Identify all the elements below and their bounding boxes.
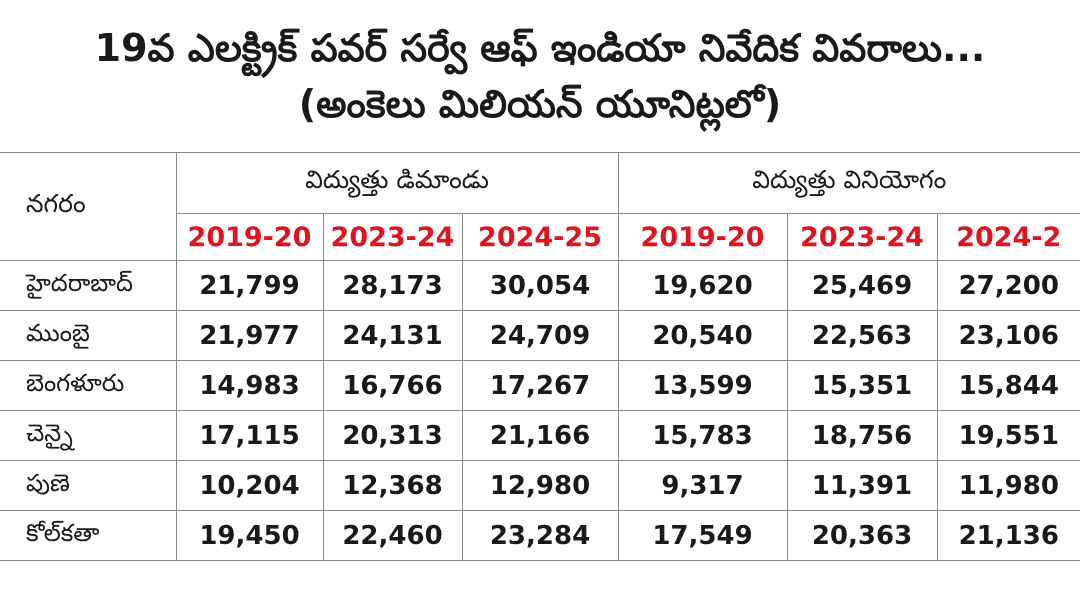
value-cell: 11,980: [936, 460, 1080, 511]
group-header-demand: విద్యుత్తు డిమాండు: [175, 152, 619, 214]
city-cell: బెంగళూరు: [0, 360, 177, 411]
year-header: 2019-20: [176, 213, 324, 261]
value-cell: 21,799: [175, 260, 324, 311]
city-cell: చెన్నై: [0, 410, 177, 461]
chart-title: 19వ ఎలక్ట్రిక్ పవర్ సర్వే ఆఫ్ ఇండియా నివ…: [94, 26, 986, 70]
city-cell: ముంబై: [0, 310, 177, 361]
row-header-city: నగరం: [0, 152, 177, 261]
year-header: 2019-20: [617, 213, 788, 261]
value-cell: 16,766: [322, 360, 463, 411]
table-row: బెంగళూరు 14,983 16,766 17,267 13,599 15,…: [0, 360, 1080, 411]
table-row: హైదరాబాద్ 21,799 28,173 30,054 19,620 25…: [0, 260, 1080, 311]
city-cell: కోల్‌కతా: [0, 510, 177, 561]
year-header: 2023-24: [322, 213, 463, 261]
city-cell: పుణె: [0, 460, 177, 511]
value-cell: 12,368: [322, 460, 463, 511]
group-header-consumption: విద్యుత్తు వినియోగం: [617, 152, 1080, 214]
value-cell: 19,551: [936, 410, 1080, 461]
value-cell: 9,317: [617, 460, 788, 511]
value-cell: 21,166: [461, 410, 619, 461]
value-cell: 21,977: [175, 310, 324, 361]
city-cell: హైదరాబాద్: [0, 260, 177, 311]
value-cell: 23,284: [461, 510, 619, 561]
value-cell: 28,173: [322, 260, 463, 311]
chart-subtitle: (అంకెలు మిలియన్ యూనిట్లలో): [298, 82, 782, 126]
value-cell: 24,131: [322, 310, 463, 361]
value-cell: 24,709: [461, 310, 619, 361]
value-cell: 19,450: [175, 510, 324, 561]
year-header: 2024-2: [936, 213, 1080, 261]
table-row: పుణె 10,204 12,368 12,980 9,317 11,391 1…: [0, 460, 1080, 511]
value-cell: 22,563: [786, 310, 938, 361]
value-cell: 30,054: [461, 260, 619, 311]
value-cell: 10,204: [175, 460, 324, 511]
value-cell: 15,351: [786, 360, 938, 411]
value-cell: 22,460: [322, 510, 463, 561]
year-header: 2024-25: [461, 213, 619, 261]
value-cell: 20,363: [786, 510, 938, 561]
value-cell: 15,783: [617, 410, 788, 461]
value-cell: 20,313: [322, 410, 463, 461]
value-cell: 17,115: [175, 410, 324, 461]
value-cell: 23,106: [936, 310, 1080, 361]
value-cell: 15,844: [936, 360, 1080, 411]
value-cell: 21,136: [936, 510, 1080, 561]
table-row: కోల్‌కతా 19,450 22,460 23,284 17,549 20,…: [0, 510, 1080, 561]
value-cell: 14,983: [175, 360, 324, 411]
value-cell: 12,980: [461, 460, 619, 511]
value-cell: 18,756: [786, 410, 938, 461]
value-cell: 13,599: [617, 360, 788, 411]
value-cell: 25,469: [786, 260, 938, 311]
table-row: ముంబై 21,977 24,131 24,709 20,540 22,563…: [0, 310, 1080, 361]
table-row: చెన్నై 17,115 20,313 21,166 15,783 18,75…: [0, 410, 1080, 461]
value-cell: 27,200: [936, 260, 1080, 311]
data-table: నగరం విద్యుత్తు డిమాండు విద్యుత్తు వినియ…: [0, 152, 1080, 561]
value-cell: 17,267: [461, 360, 619, 411]
value-cell: 11,391: [786, 460, 938, 511]
year-header: 2023-24: [786, 213, 938, 261]
value-cell: 20,540: [617, 310, 788, 361]
value-cell: 17,549: [617, 510, 788, 561]
value-cell: 19,620: [617, 260, 788, 311]
